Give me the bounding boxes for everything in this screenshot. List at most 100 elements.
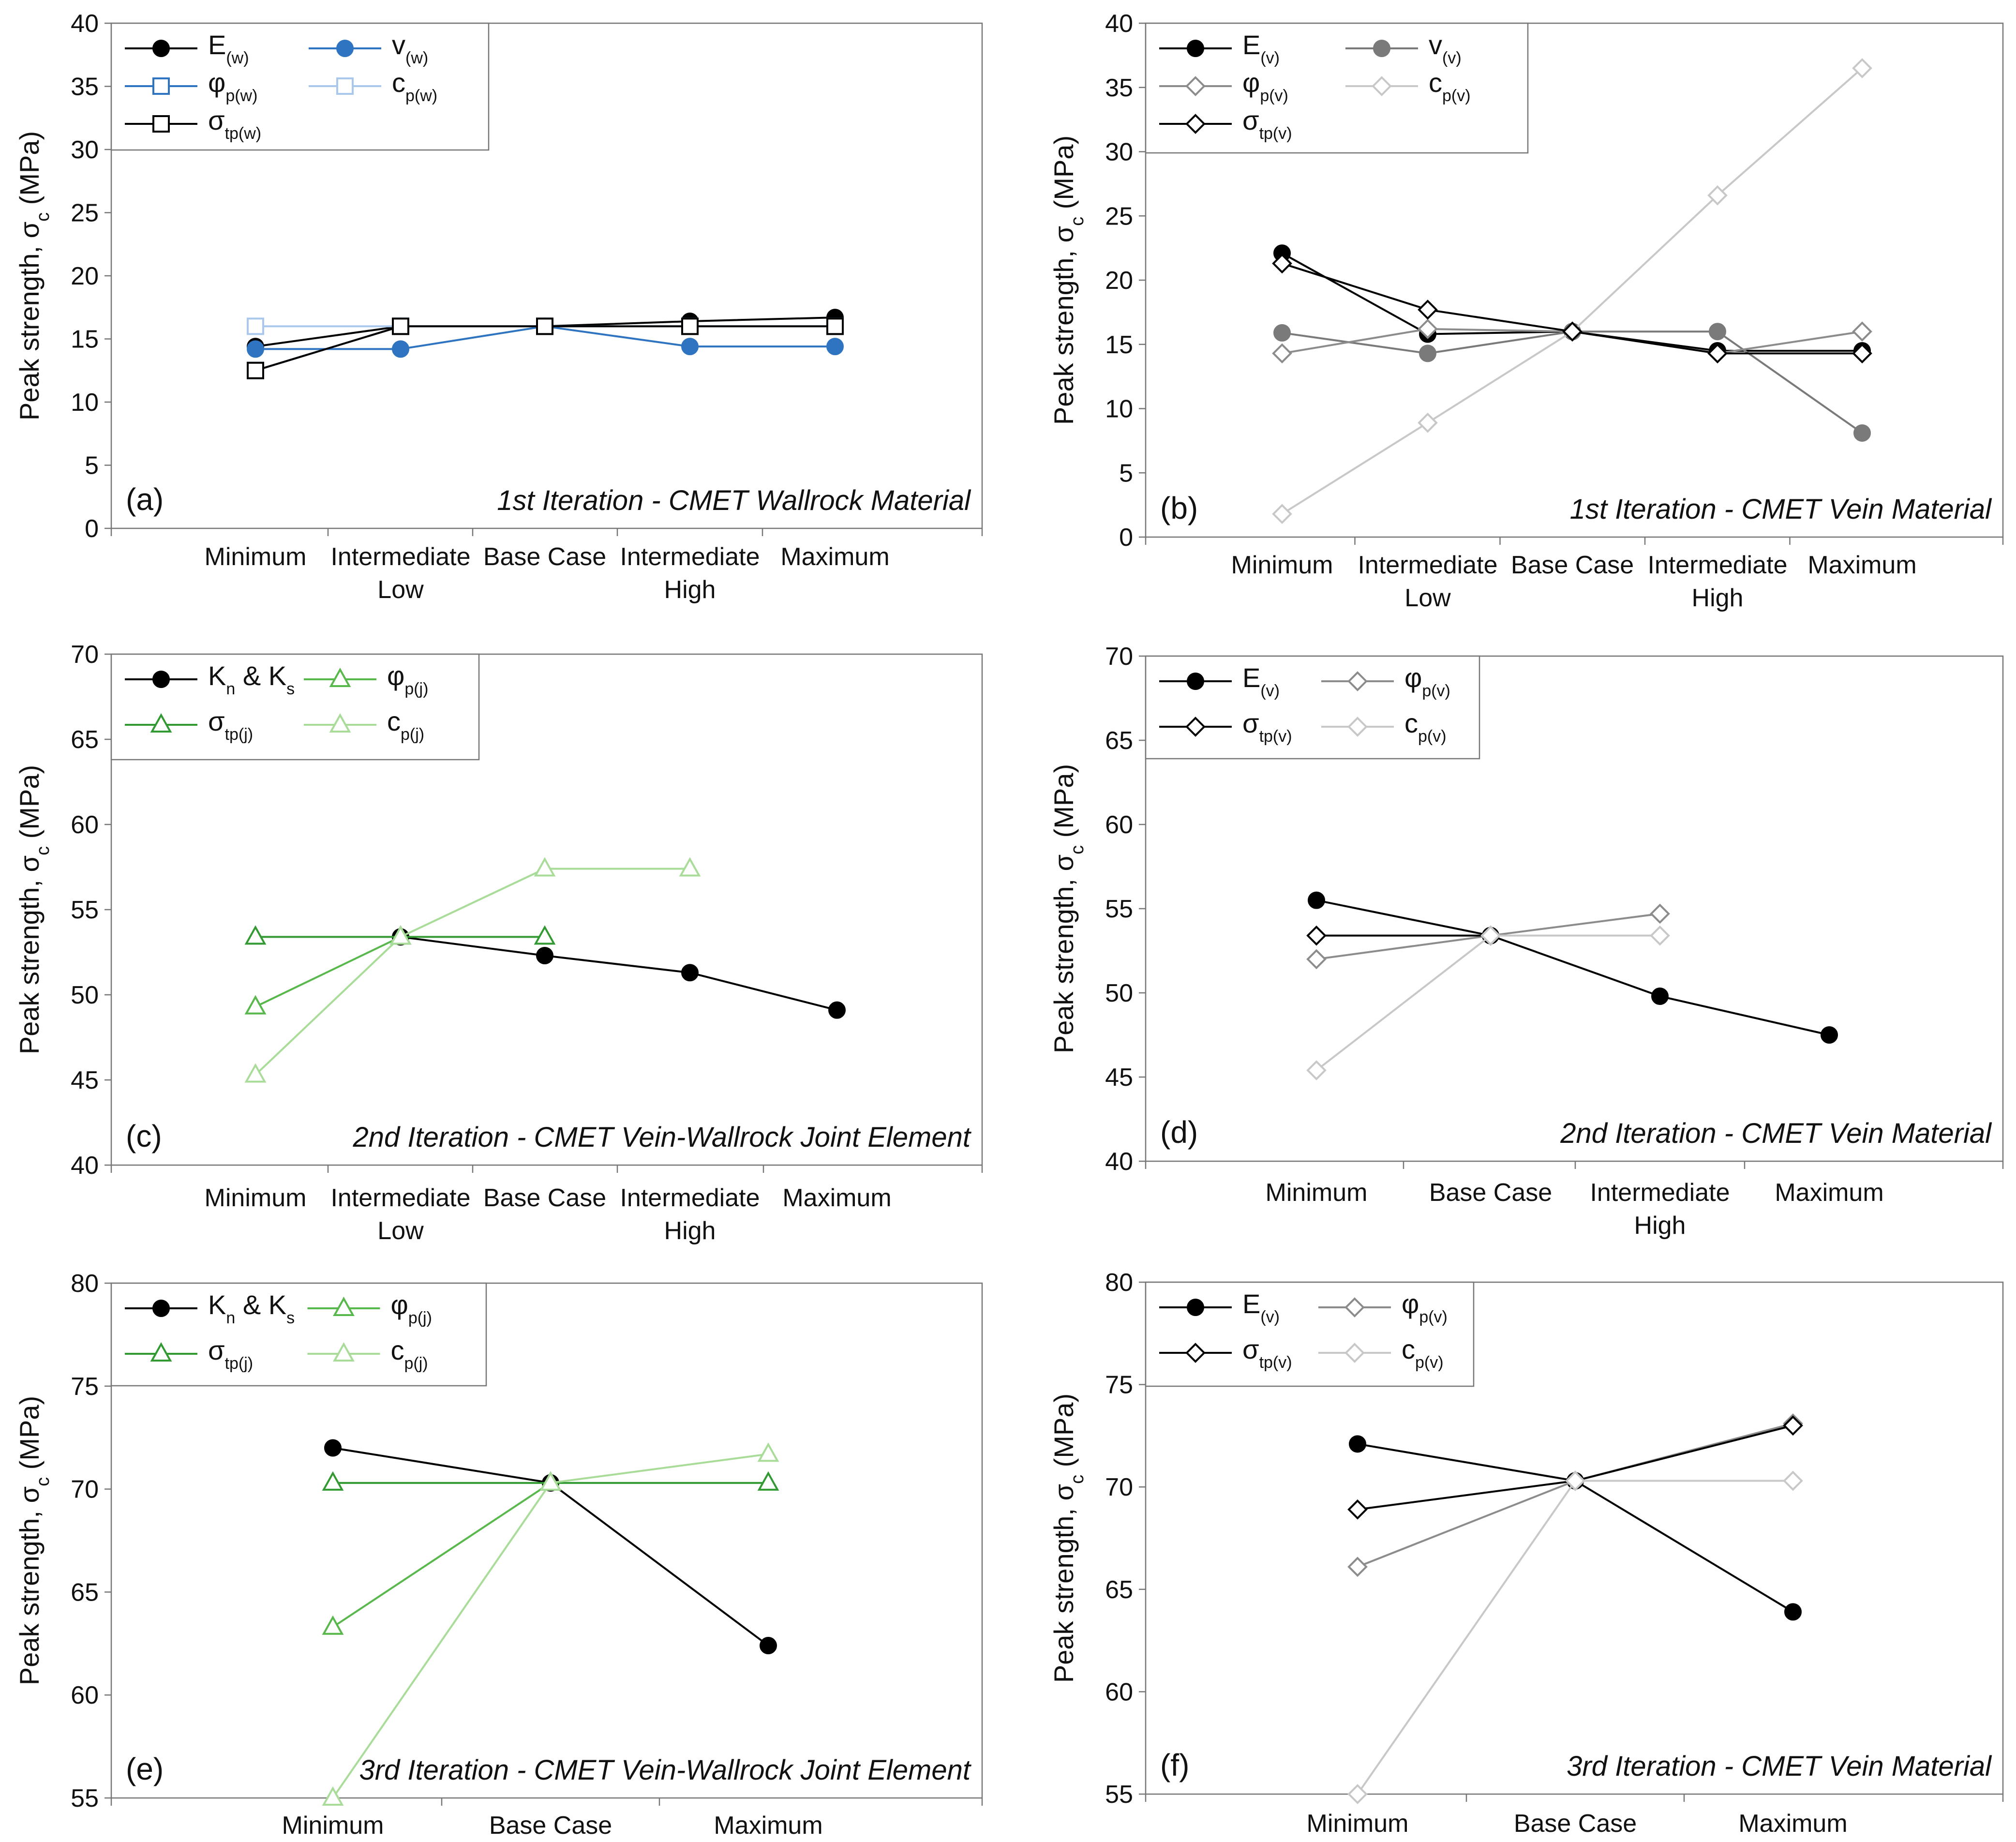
data-point [324,1439,342,1457]
legend-marker [333,1296,355,1316]
legend-sub: (v) [1260,1308,1280,1326]
data-point [757,1471,779,1491]
legend-name: K [208,1289,226,1320]
y-tick-label: 50 [1105,979,1133,1007]
x-category-line: Base Case [1429,1179,1552,1207]
y-tick-label: 65 [71,1578,99,1606]
data-point [757,1442,779,1462]
x-category-label: Base Case [489,1812,612,1840]
y-tick-label: 40 [1105,10,1133,38]
y-tick-label: 25 [71,199,99,227]
legend-marker [1187,40,1204,57]
y-axis-title-main: Peak strength, σ [14,1486,45,1685]
y-tick-label: 55 [71,1784,99,1812]
legend-name: c [392,67,405,98]
legend-marker [1372,76,1392,96]
legend-sub: p(v) [1260,87,1288,105]
y-axis-title-sub: c [33,212,53,222]
legend-marker [1185,1343,1206,1363]
legend-item-1: φp(j) [304,660,428,698]
data-point [1650,925,1670,946]
y-tick-label: 60 [71,811,99,839]
legend-marker [1347,717,1368,737]
data-point [1272,504,1292,524]
legend-frame [110,653,480,761]
data-point [1562,321,1583,342]
series-line [1357,1443,1794,1613]
series-3 [244,857,701,1083]
x-category-line: Low [377,1217,424,1245]
data-point [247,317,264,335]
series-2 [1347,1415,1803,1520]
x-category-label: Minimum [1307,1810,1409,1838]
x-category-label: Base Case [1514,1810,1637,1838]
data-point [322,1786,344,1806]
data-point [1853,424,1871,442]
legend-marker [1344,1343,1365,1363]
legend-label: E(v) [1242,1288,1280,1326]
series-3 [322,1442,779,1806]
legend-label: cp(w) [392,67,437,105]
panel-title: 3rd Iteration - CMET Vein Material [1567,1751,1992,1782]
legend-sub: (w) [405,49,428,67]
legend-name: φ [1404,662,1422,693]
legend-item-1: φp(v) [1318,1288,1448,1326]
legend-marker [150,713,172,733]
legend-name: c [1402,1334,1415,1364]
data-point [1650,903,1670,924]
legend-item-1: φp(v) [1321,662,1450,700]
legend-marker [152,40,170,57]
legend-name: c [391,1335,404,1365]
legend-marker [336,77,354,95]
series-1 [322,1471,562,1635]
data-point [1306,1060,1327,1080]
y-tick-label: 5 [1119,459,1133,487]
series-line [1316,899,1830,1036]
data-point [534,857,556,877]
data-point [1418,412,1438,433]
y-tick-label: 35 [71,73,99,101]
x-category-line: Minimum [1307,1810,1409,1838]
y-axis-title-sub: c [1067,1475,1088,1484]
legend-item-4: σtp(v) [1159,105,1292,143]
legend-sub: tp(v) [1259,1353,1292,1372]
data-point [322,1471,344,1491]
data-point [760,1637,777,1655]
legend-label: cp(j) [391,1335,428,1373]
panel-label: (a) [126,482,164,517]
x-category-label: Maximum [782,1184,891,1212]
y-axis-title: Peak strength, σc (MPa) [14,1396,53,1685]
legend-label: σtp(v) [1242,1334,1292,1372]
panel-d: 40 45 50 55 60 65 70 Minimum Base Case Intermedia… [1048,643,2004,1240]
panel-label: (f) [1160,1748,1189,1782]
data-point [1418,319,1438,339]
x-category-label: Minimum [282,1812,384,1840]
y-tick-label: 20 [71,262,99,290]
legend-sub: tp(j) [225,1354,254,1373]
legend-item-3: cp(v) [1345,67,1471,105]
y-axis-title-main: Peak strength, σ [1048,226,1079,425]
legend-item-3: cp(v) [1321,708,1447,746]
data-point [244,925,267,945]
y-tick-label: 70 [71,1476,99,1504]
legend-sub: p(v) [1422,682,1450,700]
legend-marker [329,667,351,687]
y-axis-title-unit: (MPa) [1048,1393,1079,1475]
y-tick-label: 30 [1105,138,1133,166]
data-point [1784,1603,1802,1621]
legend-item-1: φp(j) [307,1289,432,1327]
series-0 [392,928,846,1019]
data-point [536,947,553,965]
legend-label: E(v) [1242,662,1280,700]
legend-sub: (v) [1442,49,1462,67]
y-tick-label: 70 [1105,1473,1133,1501]
y-tick-label: 75 [1105,1371,1133,1399]
legend-label: φp(w) [208,67,257,105]
x-category-label: Maximum [1807,551,1916,579]
legend-label: E(w) [208,30,249,67]
series-line [255,936,401,1008]
legend-sub: (w) [226,49,249,67]
series-line [332,1453,769,1799]
y-tick-label: 70 [1105,643,1133,671]
data-point [244,1063,267,1083]
